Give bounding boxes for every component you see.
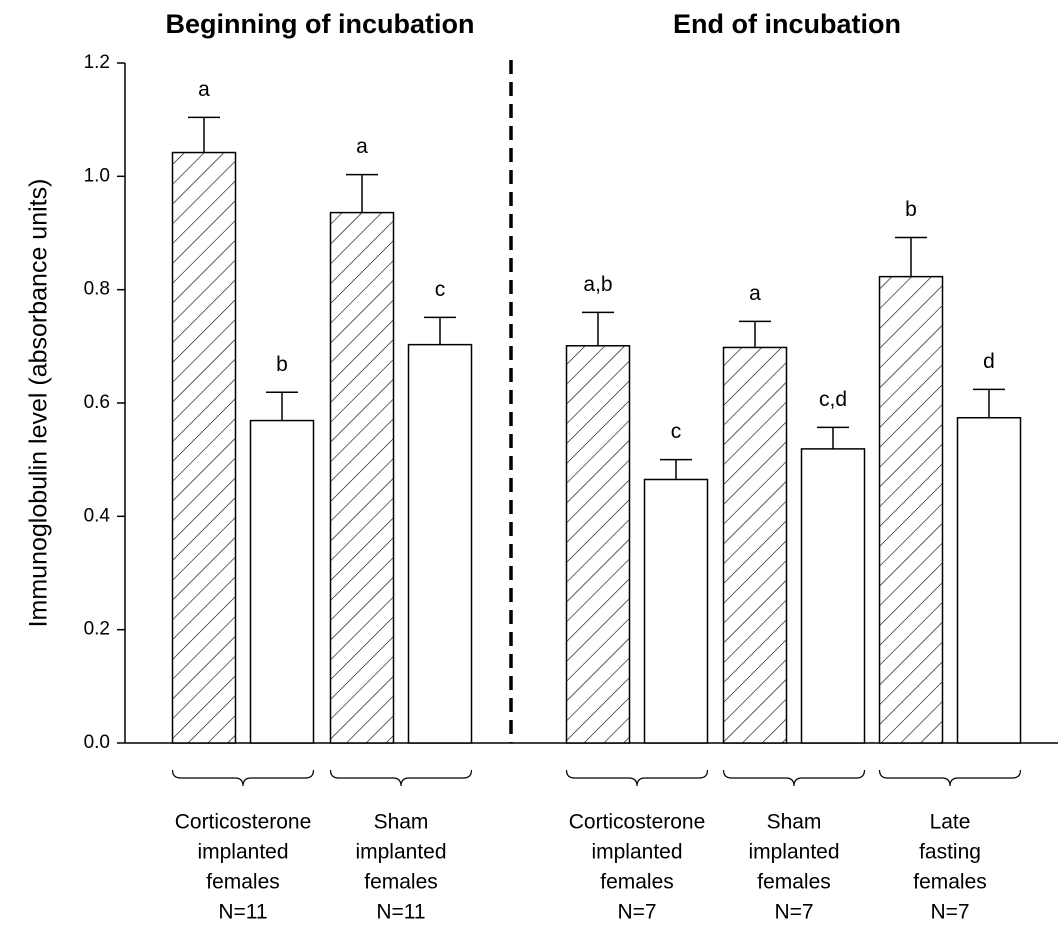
significance-letter: c,d bbox=[819, 388, 847, 411]
bar bbox=[249, 419, 315, 744]
bar bbox=[407, 343, 473, 744]
bar bbox=[329, 211, 395, 744]
section-title: Beginning of incubation bbox=[166, 9, 475, 39]
group-brace bbox=[878, 769, 1022, 787]
section-title: End of incubation bbox=[673, 9, 901, 39]
group-brace bbox=[722, 769, 866, 787]
bar bbox=[643, 478, 709, 744]
significance-letter: b bbox=[276, 353, 288, 376]
x-category-label: females bbox=[600, 871, 674, 894]
x-category-label: N=7 bbox=[617, 901, 656, 924]
y-tick-label: 1.2 bbox=[84, 52, 110, 73]
x-category-label: Corticosterone bbox=[569, 811, 706, 834]
y-tick-label: 0.0 bbox=[84, 732, 110, 753]
group-brace bbox=[171, 769, 315, 787]
x-category-label: Sham bbox=[767, 811, 822, 834]
y-tick-label: 0.8 bbox=[84, 279, 110, 300]
y-tick-label: 0.4 bbox=[84, 505, 111, 526]
x-category-label: implanted bbox=[355, 841, 446, 864]
y-tick-label: 0.2 bbox=[84, 619, 110, 640]
x-category-label: N=7 bbox=[930, 901, 969, 924]
significance-letter: b bbox=[905, 198, 917, 221]
significance-letter: c bbox=[671, 420, 682, 443]
significance-letter: c bbox=[435, 278, 446, 301]
bar bbox=[878, 275, 944, 744]
significance-letter: a,b bbox=[583, 273, 612, 296]
x-category-label: females bbox=[913, 871, 987, 894]
y-axis-label: Immunoglobulin level (absorbance units) bbox=[25, 179, 53, 628]
significance-letter: d bbox=[983, 350, 995, 373]
x-category-label: fasting bbox=[919, 841, 981, 864]
x-category-label: N=11 bbox=[218, 901, 267, 924]
x-category-label: females bbox=[364, 871, 438, 894]
group-brace bbox=[329, 769, 473, 787]
bar bbox=[565, 345, 631, 744]
x-category-label: implanted bbox=[591, 841, 682, 864]
x-category-label: Corticosterone bbox=[175, 811, 312, 834]
significance-letter: a bbox=[198, 78, 210, 101]
y-tick-label: 1.0 bbox=[84, 165, 110, 186]
x-category-label: Late bbox=[930, 811, 971, 834]
x-category-label: Sham bbox=[374, 811, 429, 834]
significance-letter: a bbox=[749, 282, 761, 305]
significance-letter: a bbox=[356, 135, 368, 158]
x-category-label: N=11 bbox=[376, 901, 425, 924]
bar bbox=[956, 416, 1022, 744]
x-category-label: females bbox=[206, 871, 280, 894]
bar bbox=[171, 151, 237, 744]
x-category-label: implanted bbox=[748, 841, 839, 864]
x-category-label: implanted bbox=[197, 841, 288, 864]
bar bbox=[800, 448, 866, 744]
y-tick-label: 0.6 bbox=[84, 392, 110, 413]
x-category-label: females bbox=[757, 871, 831, 894]
bar bbox=[722, 346, 788, 744]
x-category-label: N=7 bbox=[774, 901, 813, 924]
group-brace bbox=[565, 769, 709, 787]
